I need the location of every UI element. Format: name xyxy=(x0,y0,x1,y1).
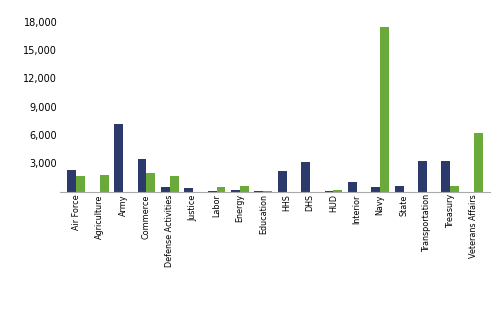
Bar xyxy=(184,188,193,192)
Bar xyxy=(114,124,123,192)
Bar xyxy=(170,176,178,192)
Bar xyxy=(348,182,357,192)
Bar xyxy=(418,161,427,192)
Bar xyxy=(301,162,310,192)
Bar xyxy=(208,191,216,192)
Bar xyxy=(450,186,459,192)
Bar xyxy=(68,170,76,192)
Bar xyxy=(372,187,380,192)
Bar xyxy=(264,191,272,192)
Bar xyxy=(76,176,85,192)
Bar xyxy=(254,191,264,192)
Bar xyxy=(394,186,404,192)
Bar xyxy=(324,191,334,192)
Bar xyxy=(442,161,450,192)
Bar xyxy=(380,27,389,192)
Bar xyxy=(216,187,226,192)
Bar xyxy=(278,171,286,192)
Bar xyxy=(146,173,156,192)
Bar xyxy=(161,187,170,192)
Bar xyxy=(334,190,342,192)
Bar xyxy=(138,159,146,192)
Bar xyxy=(100,175,108,192)
Bar xyxy=(474,133,482,192)
Bar xyxy=(240,186,249,192)
Bar xyxy=(231,190,240,192)
